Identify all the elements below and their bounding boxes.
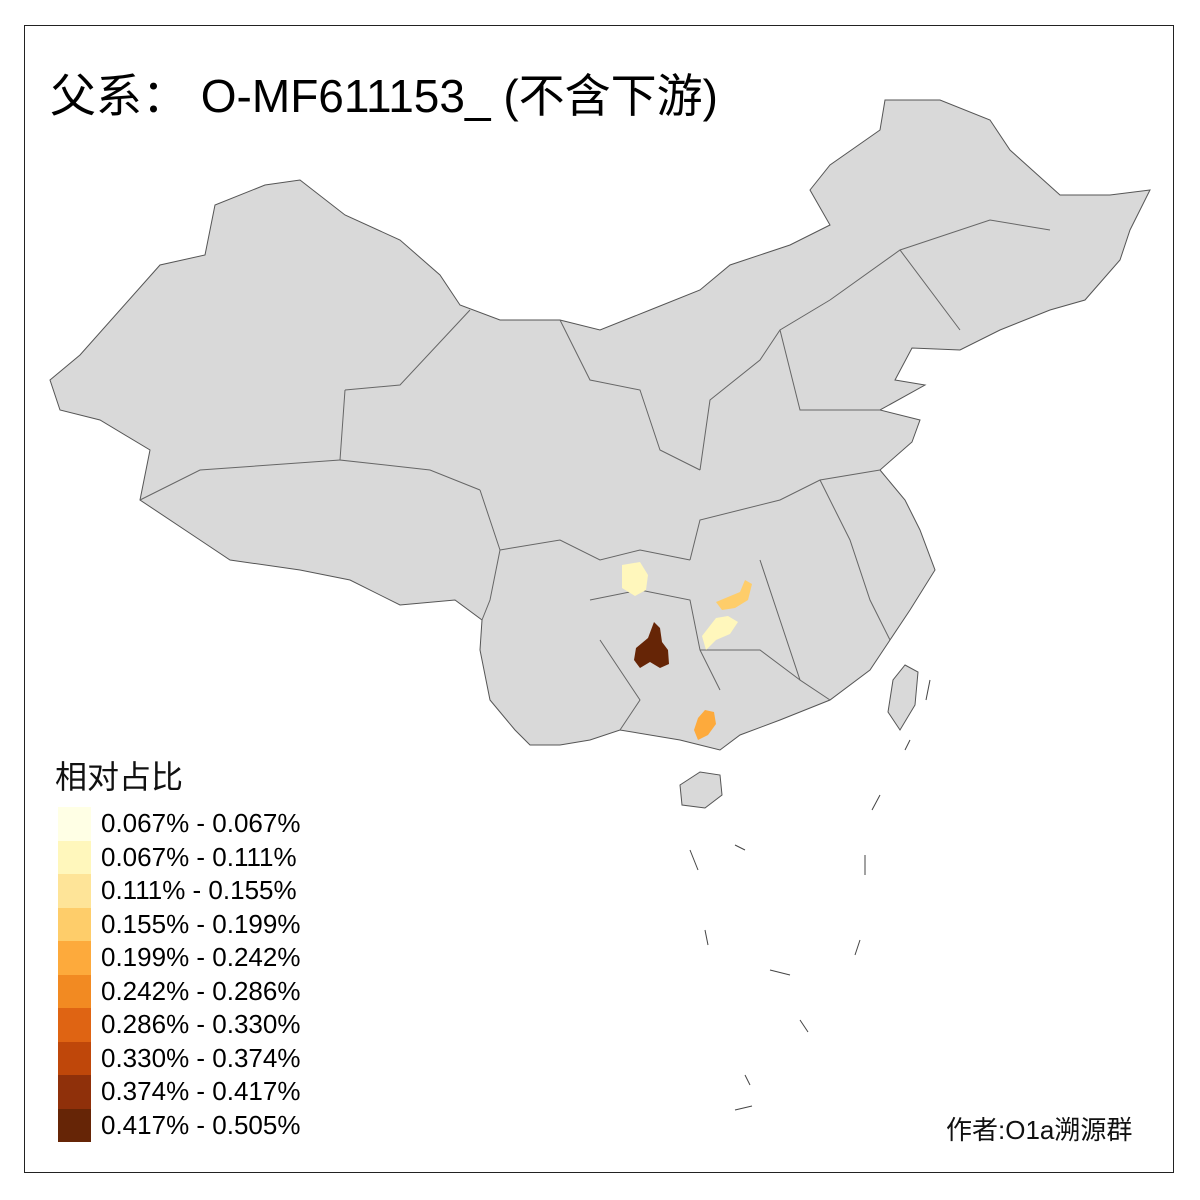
- plot-border: [24, 25, 1174, 1173]
- legend-swatch: [58, 974, 91, 1008]
- legend-title: 相对占比: [55, 759, 184, 795]
- legend-swatch: [58, 840, 91, 874]
- region-guizhou-central: [634, 622, 669, 668]
- taiwan-island: [887, 664, 919, 731]
- legend-swatch: [58, 907, 91, 941]
- highlighted-regions: [622, 562, 752, 740]
- map-title: 父系： O-MF611153_ (不含下游): [50, 70, 718, 122]
- south-china-sea-islands: [689, 679, 931, 1111]
- legend-label: 0.067% - 0.111%: [101, 841, 297, 872]
- author-credit: 作者:O1a溯源群: [946, 1115, 1133, 1145]
- legend-item: 0.330% - 0.374%: [58, 1041, 301, 1075]
- legend-label: 0.330% - 0.374%: [101, 1042, 301, 1073]
- legend-item: 0.417% - 0.505%: [58, 1108, 301, 1142]
- legend-item: 0.111% - 0.155%: [58, 874, 297, 908]
- legend-item: 0.067% - 0.067%: [58, 807, 300, 841]
- region-hunan-north: [716, 580, 752, 610]
- legend-label: 0.111% - 0.155%: [101, 875, 297, 906]
- legend-swatch: [58, 807, 91, 841]
- region-hunan-central: [702, 616, 738, 650]
- legend-swatch: [58, 1008, 91, 1042]
- legend-item: 0.155% - 0.199%: [58, 907, 301, 941]
- legend-label: 0.374% - 0.417%: [101, 1076, 301, 1107]
- legend-item: 0.199% - 0.242%: [58, 941, 300, 975]
- province-borders: [139, 219, 1051, 731]
- legend-item: 0.067% - 0.111%: [58, 840, 297, 874]
- legend-item: 0.286% - 0.330%: [58, 1008, 300, 1042]
- china-mainland: [49, 99, 1151, 751]
- legend-swatch: [58, 1108, 91, 1142]
- legend-swatch: [58, 874, 91, 908]
- legend-label: 0.067% - 0.067%: [101, 808, 301, 839]
- legend-label: 0.417% - 0.505%: [101, 1109, 301, 1140]
- legend-label: 0.242% - 0.286%: [101, 975, 301, 1006]
- legend-item: 0.374% - 0.417%: [58, 1075, 300, 1109]
- legend-label: 0.155% - 0.199%: [101, 908, 301, 939]
- legend-swatch: [58, 941, 91, 975]
- legend-label: 0.286% - 0.330%: [101, 1009, 301, 1040]
- legend-swatch: [58, 1041, 91, 1075]
- region-sichuan-south: [622, 562, 648, 596]
- legend-item: 0.242% - 0.286%: [58, 974, 301, 1008]
- legend-label: 0.199% - 0.242%: [101, 942, 301, 973]
- hainan-island: [679, 771, 723, 809]
- legend-swatch: [58, 1075, 91, 1109]
- region-guangxi-east: [694, 710, 716, 740]
